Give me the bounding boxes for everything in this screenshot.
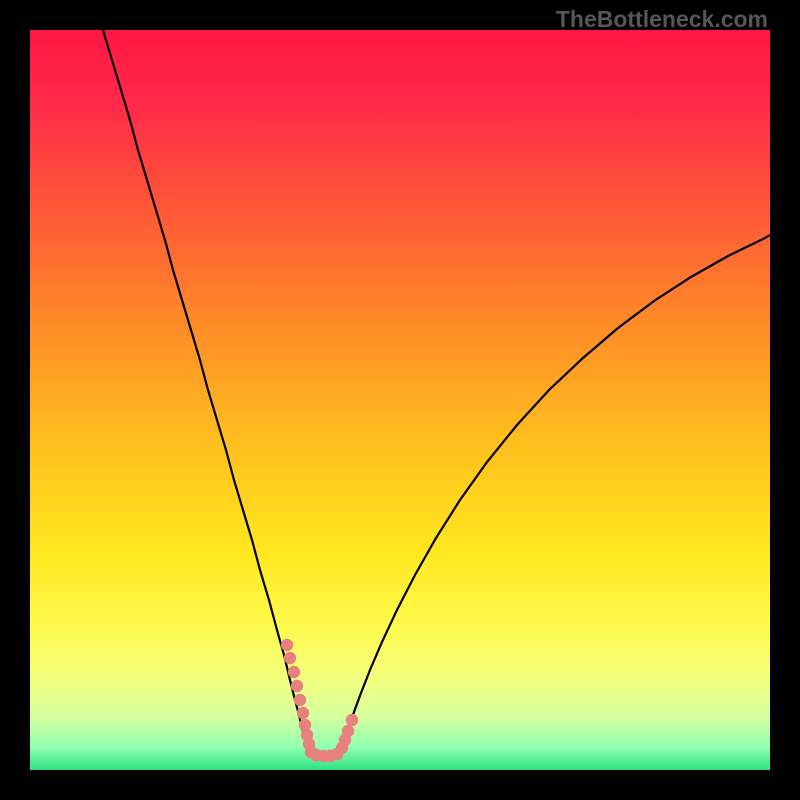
highlight-marker [284,652,296,664]
highlight-marker [291,680,303,692]
plot-area [30,30,770,770]
highlight-marker [342,725,354,737]
highlight-marker [346,714,358,726]
right-curve [340,235,770,751]
chart-svg [30,30,770,770]
highlight-marker [288,666,300,678]
highlight-marker [297,707,309,719]
chart-container: TheBottleneck.com [0,0,800,800]
left-curve [103,30,310,751]
watermark-text: TheBottleneck.com [556,6,768,33]
highlight-marker [281,639,293,651]
highlight-marker [294,694,306,706]
